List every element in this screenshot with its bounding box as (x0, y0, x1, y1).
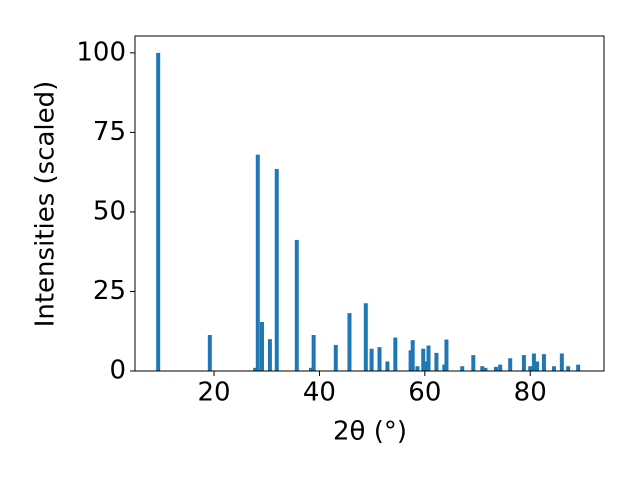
bar (434, 352, 439, 371)
bar (421, 348, 426, 371)
bar (576, 364, 581, 371)
bar (541, 354, 546, 371)
bar (444, 339, 449, 371)
x-axis-label: 2θ (°) (333, 417, 407, 447)
y-tick-label: 100 (76, 37, 126, 67)
bar (253, 367, 258, 371)
bar (498, 364, 503, 371)
x-tick-label: 80 (514, 378, 547, 408)
x-tick-label: 20 (197, 378, 230, 408)
y-tick-label: 25 (93, 276, 126, 306)
y-tick-label: 50 (93, 196, 126, 226)
bar (207, 335, 212, 371)
bar (566, 366, 571, 371)
bar (333, 344, 338, 371)
bar (309, 367, 314, 371)
bar (521, 355, 526, 371)
bar (363, 303, 368, 371)
bar (377, 347, 382, 371)
bar (531, 353, 536, 371)
x-tick-label: 60 (408, 378, 441, 408)
bar (480, 366, 485, 371)
bar (311, 335, 316, 371)
bar (493, 366, 498, 371)
y-tick-label: 75 (93, 117, 126, 147)
y-axis-label: Intensities (scaled) (31, 81, 61, 328)
bar (551, 366, 556, 371)
bar (393, 337, 398, 371)
plot-frame (134, 35, 605, 372)
bar (385, 361, 390, 371)
bar (426, 345, 431, 371)
bar (255, 154, 260, 371)
y-tick-label: 0 (109, 356, 126, 386)
bar (528, 366, 533, 371)
bar (267, 339, 272, 371)
bar (408, 350, 413, 371)
bar (294, 239, 299, 371)
bar (559, 353, 564, 371)
bar (442, 364, 447, 371)
bar (347, 313, 352, 371)
bar (471, 355, 476, 371)
bar (410, 340, 415, 371)
bar (156, 52, 161, 371)
bar (369, 348, 374, 371)
bar (415, 366, 420, 371)
x-tick-label: 40 (303, 378, 336, 408)
bar (508, 358, 513, 371)
bar (274, 168, 279, 371)
bar (483, 367, 488, 371)
bar (460, 366, 465, 371)
bar (423, 361, 428, 371)
bar (259, 322, 264, 371)
bar (535, 361, 540, 371)
